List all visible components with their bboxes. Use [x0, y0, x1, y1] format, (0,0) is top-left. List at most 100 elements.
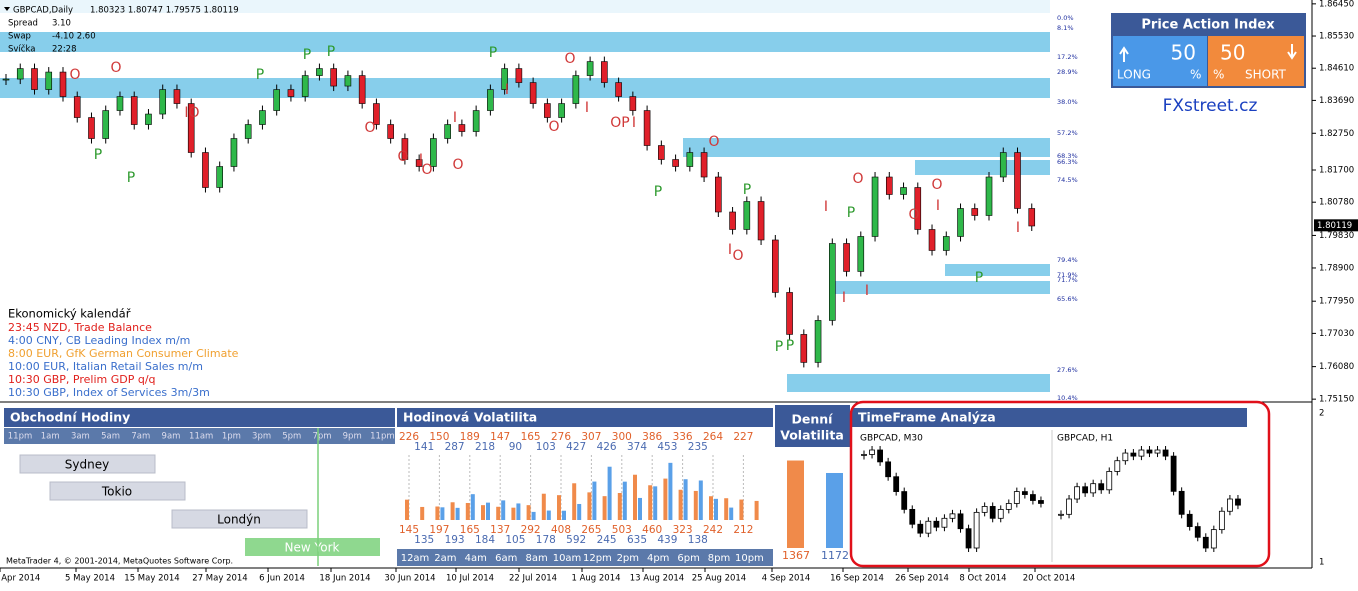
candle-body	[230, 138, 238, 167]
session-label: New York	[285, 541, 340, 555]
candle-body	[102, 110, 110, 139]
candle-body	[88, 117, 95, 139]
vol-number: 374	[627, 441, 647, 453]
date-label: 18 Jun 2014	[319, 574, 370, 584]
pattern-marker: O	[69, 67, 80, 83]
candle-body	[999, 152, 1007, 178]
tf-candle	[997, 508, 1004, 519]
vol-number: 227	[733, 431, 753, 443]
candle-body	[914, 187, 922, 230]
vol-number: 242	[703, 524, 723, 536]
pattern-marker: I	[936, 198, 940, 214]
pattern-marker: O	[708, 134, 719, 150]
daily-vol-value: 1367	[782, 549, 810, 562]
vol-number: 460	[642, 524, 662, 536]
candle-body	[273, 89, 280, 111]
vol-bar	[481, 505, 485, 520]
tf-candle	[1005, 503, 1012, 510]
pa-title: Price Action Index	[1141, 18, 1275, 33]
tf-candle	[869, 449, 875, 455]
time-label: 10pm	[735, 553, 764, 564]
tf-candle	[1178, 490, 1185, 515]
vol-bar	[405, 499, 409, 520]
last-price-label: 1.80119	[1317, 221, 1352, 231]
calendar-event: 10:30 GBP, Prelim GDP q/q	[8, 373, 156, 386]
hour-label: 9pm	[343, 432, 362, 442]
candle-body	[430, 138, 437, 167]
tf-candle	[893, 476, 900, 492]
tf-candle	[989, 506, 996, 519]
candle-body	[472, 110, 480, 132]
time-label: 4am	[465, 553, 487, 564]
vol-number: 145	[399, 524, 419, 536]
candle-body	[301, 75, 309, 97]
level-zone	[915, 160, 1050, 175]
candle-body	[344, 75, 352, 87]
panel-header	[397, 408, 773, 427]
candle-body	[31, 68, 38, 90]
vol-bar	[440, 507, 445, 520]
vol-bar	[557, 495, 561, 520]
candle-body	[586, 61, 594, 76]
vol-number: 184	[475, 534, 495, 546]
candle-body	[401, 138, 409, 160]
tf-candle	[941, 517, 948, 528]
vol-number: 408	[551, 524, 571, 536]
candle-body	[786, 292, 793, 335]
vol-bar	[638, 497, 642, 520]
date-label: 22 Jul 2014	[509, 574, 557, 584]
candle-body	[45, 71, 53, 90]
pattern-marker: O	[852, 171, 863, 187]
vol-number: 245	[597, 534, 617, 546]
panel-header	[775, 405, 850, 447]
candle-body	[458, 124, 466, 132]
vol-bar	[668, 462, 673, 520]
level-zone	[0, 78, 1050, 98]
pattern-marker: I	[842, 290, 846, 306]
pattern-marker: O	[110, 60, 121, 76]
time-label: 2pm	[617, 553, 639, 564]
candle-body	[672, 159, 679, 167]
level-zone	[683, 138, 1050, 157]
vol-number: 226	[399, 431, 419, 443]
level-zone	[945, 264, 1050, 276]
tf-candle	[1074, 486, 1080, 500]
date-label: 20 Oct 2014	[1023, 574, 1076, 584]
vol-bar	[663, 478, 668, 520]
vol-bar	[470, 494, 475, 520]
vol-bar	[633, 474, 637, 520]
candle-body	[985, 176, 993, 216]
y-tick-label: 1.77030	[1319, 329, 1354, 339]
vol-bar	[607, 466, 612, 520]
candle-body	[928, 229, 936, 251]
tf-candle	[1013, 491, 1020, 504]
candle-body	[415, 159, 423, 167]
vol-bar	[516, 503, 521, 520]
brand: FXstreet.cz	[1163, 96, 1258, 116]
panel-title: Volatilita	[780, 428, 844, 443]
tf-candle	[1098, 483, 1105, 491]
candle-body	[615, 82, 622, 97]
vol-bar	[531, 511, 536, 520]
arrow-down	[1287, 44, 1297, 60]
vol-number: 212	[733, 524, 753, 536]
tf-candle	[1114, 460, 1121, 472]
pa-unit: %	[1213, 68, 1224, 82]
pattern-marker: P	[775, 339, 783, 355]
panel-title: TimeFrame Analýza	[858, 410, 996, 425]
session-label: Londýn	[217, 513, 261, 527]
pattern-marker: P	[256, 67, 264, 83]
tf-candle	[1227, 498, 1233, 512]
symbol: GBPCAD,Daily	[13, 6, 73, 16]
subaxis-label: 2	[1319, 409, 1324, 419]
pa-short-box	[1208, 36, 1304, 86]
pattern-marker: P	[489, 45, 497, 61]
tf-candle	[917, 523, 924, 534]
vol-number: 426	[597, 441, 617, 453]
info-label: Svíčka	[8, 44, 35, 55]
fib-label: 10.4%	[1057, 394, 1078, 402]
vol-bar	[592, 481, 597, 520]
fib-label: 38.0%	[1057, 98, 1078, 106]
vol-number: 135	[414, 534, 434, 546]
